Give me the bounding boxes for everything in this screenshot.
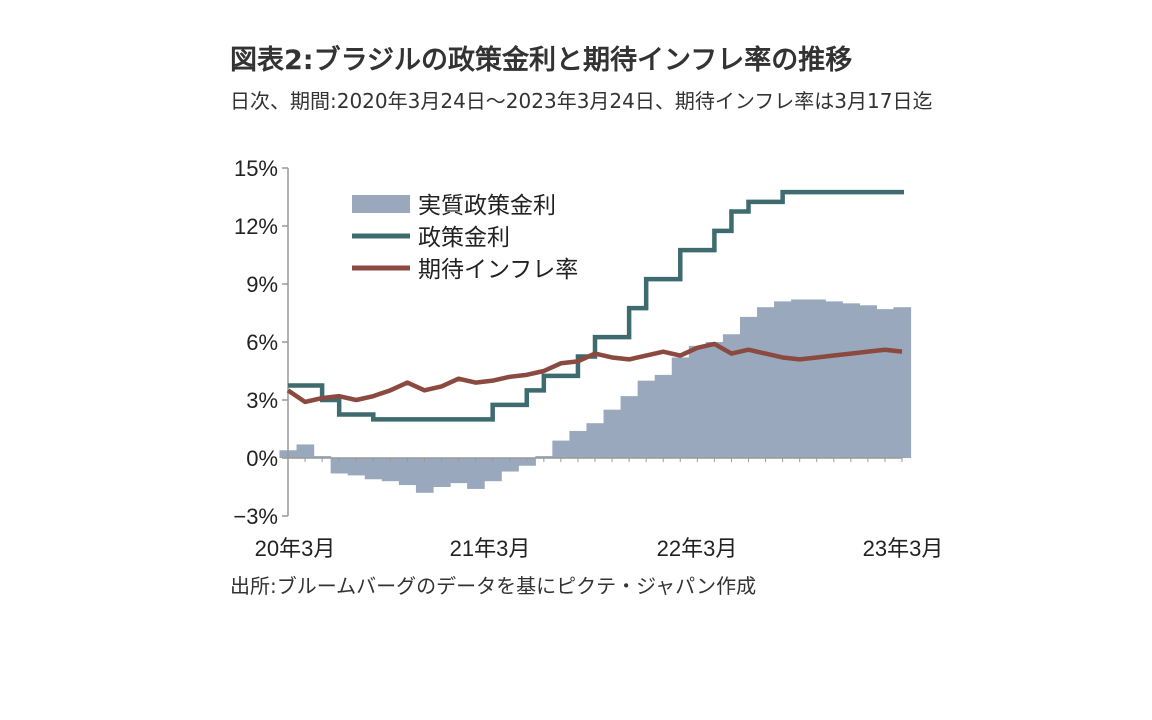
area-bar	[688, 345, 707, 458]
area-bar	[671, 357, 690, 458]
x-tick-label: 21年3月	[450, 536, 531, 561]
area-bar	[552, 440, 571, 458]
legend-swatch-real-rate	[352, 195, 410, 213]
area-bar	[620, 396, 639, 458]
area-bar	[364, 458, 383, 480]
area-bar	[569, 430, 588, 458]
area-bar	[825, 301, 843, 458]
area-bar	[398, 458, 417, 486]
y-tick-label: 0%	[246, 446, 278, 471]
area-bar	[893, 307, 912, 458]
real-policy-rate-area	[279, 299, 912, 493]
area-bar	[876, 309, 895, 458]
area-bar	[637, 380, 656, 458]
area-bar	[347, 458, 366, 476]
chart-source: 出所:ブルームバーグのデータを基にピクテ・ジャパン作成	[230, 574, 757, 598]
legend-label-real-rate: 実質政策金利	[418, 193, 556, 219]
legend-label-expected-inflation: 期待インフレ率	[418, 257, 578, 283]
y-tick-label: 9%	[246, 272, 278, 297]
x-tick-label: 23年3月	[863, 536, 944, 561]
chart-subtitle: 日次、期間:2020年3月24日～2023年3月24日、期待インフレ率は3月17…	[230, 89, 933, 113]
axes: 15% 12% 9% 6% 3% 0% −3% 20年3月 21年3月 22年3月 23年3月	[233, 156, 943, 561]
area-bar	[842, 303, 860, 458]
area-bar	[774, 301, 792, 458]
area-bar	[296, 444, 315, 458]
area-bar	[330, 458, 349, 474]
expected-inflation-line	[286, 341, 903, 405]
series-lines	[286, 189, 904, 422]
area-bar	[739, 316, 758, 458]
y-tick-label: 12%	[234, 214, 278, 239]
area-bar	[467, 458, 485, 489]
area-bar	[432, 458, 451, 487]
area-bar	[791, 299, 809, 458]
legend-label-policy-rate: 政策金利	[418, 225, 510, 251]
policy-rate-line	[288, 189, 904, 422]
area-bar	[381, 458, 400, 482]
x-tick-label: 22年3月	[657, 536, 738, 561]
area-bar	[705, 342, 724, 458]
area-bar	[484, 458, 502, 482]
area-bar	[654, 374, 673, 458]
area-bar	[535, 456, 553, 458]
area-bar	[722, 334, 741, 458]
area-bar	[313, 456, 332, 458]
area-bar	[757, 307, 775, 458]
x-tick-label: 20年3月	[255, 536, 336, 561]
area-bar	[501, 458, 519, 472]
area-bar	[450, 458, 468, 484]
y-tick-label: −3%	[233, 504, 278, 529]
chart-title: 図表2:ブラジルの政策金利と期待インフレ率の推移	[230, 45, 853, 76]
area-bar	[415, 458, 434, 493]
area-bar	[808, 299, 826, 458]
area-bar	[603, 409, 622, 458]
y-tick-label: 6%	[246, 330, 278, 355]
y-tick-label: 3%	[246, 388, 278, 413]
y-tick-label: 15%	[234, 156, 278, 181]
area-bar	[859, 305, 878, 458]
area-bar	[586, 423, 605, 458]
